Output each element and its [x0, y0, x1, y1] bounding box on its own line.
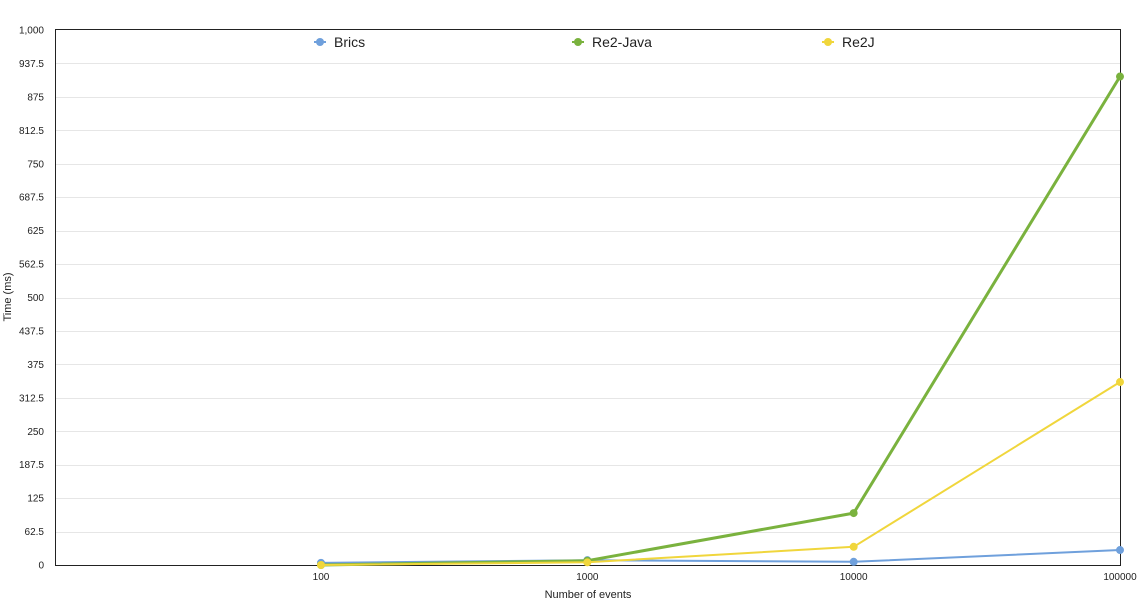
y-tick-label: 562.5	[19, 260, 44, 271]
data-point-brics	[1116, 546, 1124, 555]
plot-frame	[55, 29, 1121, 566]
x-tick-label: 1000	[576, 572, 599, 583]
y-tick-label: 375	[27, 360, 44, 371]
data-point-re2j	[583, 558, 592, 567]
legend-swatch-marker	[824, 38, 832, 46]
series-lines	[317, 72, 1124, 569]
y-tick-label: 687.5	[19, 193, 44, 204]
data-point-re2j	[1116, 378, 1124, 387]
series-line-re2-java	[320, 75, 1122, 567]
y-axis-ticks: 0 62.5 125 187.5 250 312.5 375 437.5 500 562.5 625…	[19, 26, 44, 572]
y-tick-label: 187.5	[19, 460, 44, 471]
y-tick-label: 937.5	[19, 59, 44, 70]
legend-label: Re2J	[842, 34, 875, 50]
y-tick-label: 437.5	[19, 326, 44, 337]
x-axis-ticks: 100 1000 10000 100000	[313, 572, 1137, 583]
y-tick-label: 0	[38, 561, 44, 572]
data-point-re2-java	[1116, 72, 1124, 81]
y-tick-label: 625	[27, 226, 44, 237]
legend-swatch-marker	[574, 38, 582, 46]
y-axis-title: Time (ms)	[2, 272, 14, 321]
y-tick-label: 875	[27, 92, 44, 103]
series-line-brics	[320, 549, 1121, 564]
y-tick-label: 750	[27, 159, 44, 170]
legend-swatch-marker	[316, 38, 324, 46]
legend-label: Re2-Java	[592, 34, 652, 50]
y-tick-label: 62.5	[25, 527, 45, 538]
data-point-brics	[849, 557, 858, 566]
gridlines	[55, 63, 1120, 533]
x-axis-title: Number of events	[545, 589, 632, 600]
y-tick-label: 125	[27, 494, 44, 505]
x-tick-label: 100000	[1103, 572, 1137, 583]
data-point-re2j	[849, 542, 858, 551]
y-tick-label: 500	[27, 293, 44, 304]
y-tick-label: 312.5	[19, 393, 44, 404]
y-tick-label: 250	[27, 427, 44, 438]
legend: Brics Re2-Java Re2J	[314, 34, 875, 50]
x-tick-label: 10000	[840, 572, 868, 583]
data-point-re2-java	[849, 509, 858, 518]
legend-label: Brics	[334, 34, 365, 50]
y-tick-label: 1,000	[19, 26, 44, 37]
x-tick-label: 100	[313, 572, 330, 583]
series-line-re2j	[320, 381, 1121, 566]
data-point-re2j	[317, 561, 325, 569]
y-tick-label: 812.5	[19, 126, 44, 137]
